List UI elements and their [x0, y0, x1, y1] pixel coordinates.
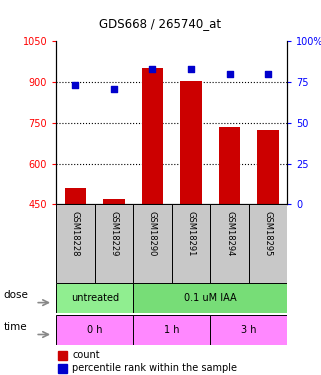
Point [227, 71, 232, 77]
Text: GSM18290: GSM18290 [148, 211, 157, 256]
Bar [133, 315, 210, 345]
Bar [56, 204, 95, 283]
Bar [249, 204, 287, 283]
Text: GSM18295: GSM18295 [264, 211, 273, 256]
Bar [58, 351, 66, 360]
Point [150, 66, 155, 72]
Bar [210, 315, 287, 345]
Text: GSM18291: GSM18291 [187, 211, 195, 256]
Bar [133, 283, 287, 313]
Text: 3 h: 3 h [241, 325, 256, 335]
Text: GSM18229: GSM18229 [109, 211, 118, 256]
Bar [257, 130, 279, 204]
Text: 0 h: 0 h [87, 325, 102, 335]
Text: GSM18228: GSM18228 [71, 211, 80, 256]
Text: untreated: untreated [71, 293, 119, 303]
Bar [65, 188, 86, 204]
Text: GSM18294: GSM18294 [225, 211, 234, 256]
Text: GDS668 / 265740_at: GDS668 / 265740_at [100, 17, 221, 30]
Text: percentile rank within the sample: percentile rank within the sample [72, 363, 237, 373]
Point [188, 66, 194, 72]
Bar [56, 315, 133, 345]
Bar [219, 127, 240, 204]
Point [111, 86, 117, 92]
Bar [95, 204, 133, 283]
Bar [133, 204, 172, 283]
Text: 1 h: 1 h [164, 325, 179, 335]
Bar [103, 200, 125, 204]
Bar [180, 81, 202, 204]
Text: dose: dose [3, 290, 28, 300]
Point [73, 82, 78, 88]
Bar [142, 68, 163, 204]
Bar [210, 204, 249, 283]
Point [265, 71, 271, 77]
Bar [58, 364, 66, 373]
Text: 0.1 uM IAA: 0.1 uM IAA [184, 293, 237, 303]
Text: time: time [3, 322, 27, 332]
Bar [56, 283, 133, 313]
Bar [172, 204, 210, 283]
Text: count: count [72, 350, 100, 360]
